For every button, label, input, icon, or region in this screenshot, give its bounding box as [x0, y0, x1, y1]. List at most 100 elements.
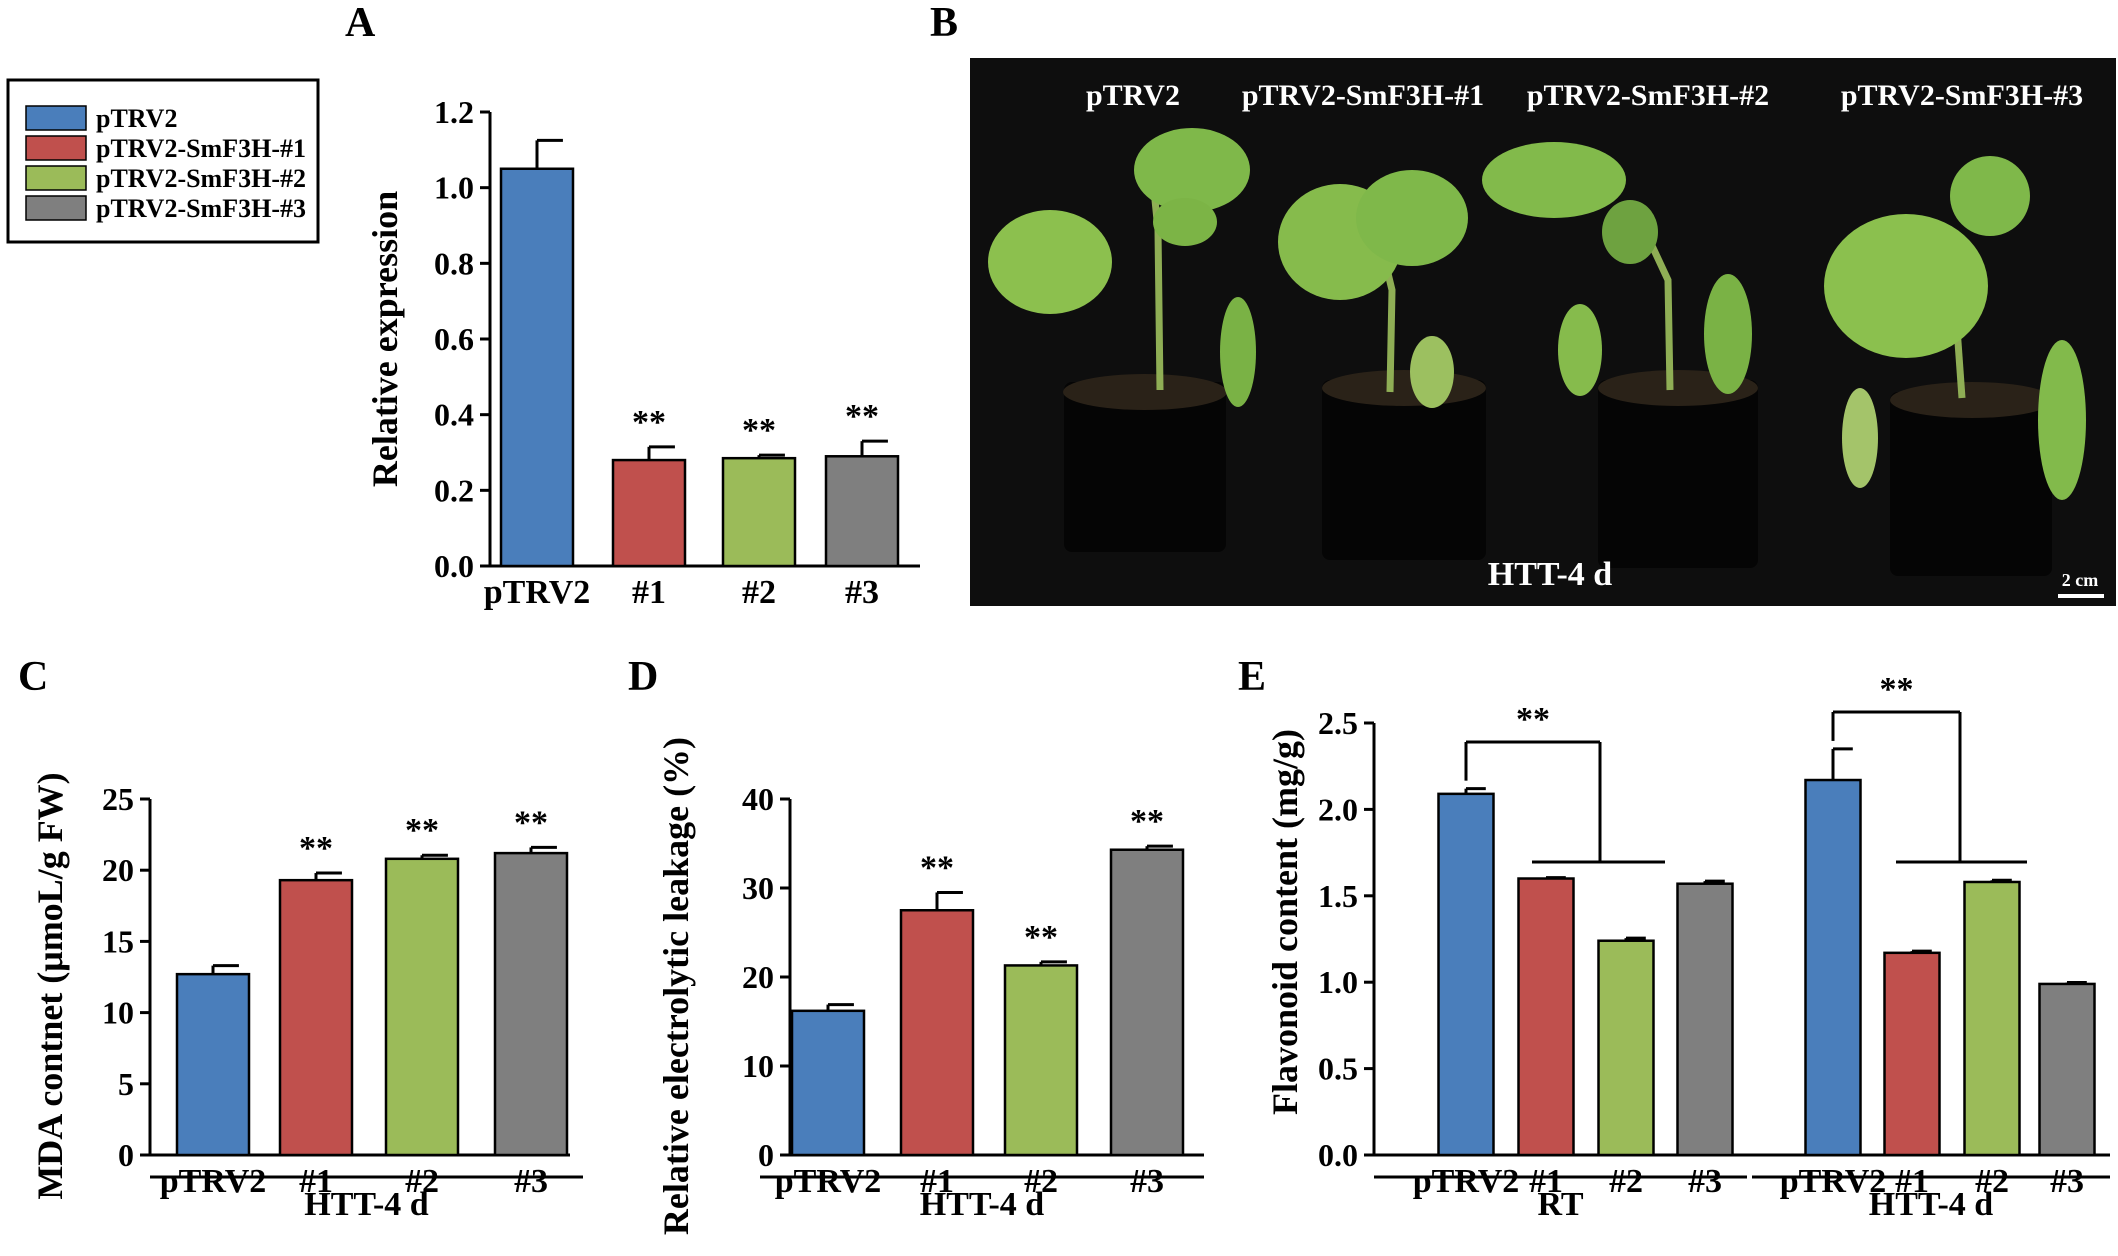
significance-marker: ** [845, 398, 879, 435]
y-tick-label: 20 [742, 959, 774, 995]
y-axis-label: Flavonoid content (mg/g) [1265, 729, 1305, 1115]
significance-marker: ** [742, 412, 776, 449]
y-tick-label: 5 [118, 1066, 134, 1102]
legend-item: pTRV2-SmF3H-#3 [25, 194, 306, 223]
legend-item: pTRV2-SmF3H-#2 [25, 164, 306, 193]
panel-letter-a: A [345, 0, 376, 46]
x-tick-label: #1 [920, 1163, 954, 1200]
y-tick-label: 0 [118, 1137, 134, 1173]
bar [790, 1009, 866, 1157]
bar [1003, 964, 1079, 1157]
significance-marker: ** [920, 849, 954, 886]
x-tick-label: pTRV2 [1780, 1163, 1887, 1200]
legend-label: pTRV2-SmF3H-#3 [96, 194, 306, 223]
bar [721, 456, 797, 568]
panel-b-photo: B [930, 0, 2116, 606]
y-tick-label: 2.0 [1318, 791, 1358, 827]
x-tick-label: #3 [514, 1163, 548, 1200]
photo-condition-label: HTT-4 d [1488, 556, 1613, 593]
y-axis-label: Relative electrolytic leakage (%) [656, 737, 696, 1235]
x-tick-label: #1 [1529, 1163, 1563, 1200]
group-label: HTT-4 d [304, 1186, 429, 1223]
x-tick-label: pTRV2 [1413, 1163, 1520, 1200]
photo-label: pTRV2-SmF3H-#1 [1242, 79, 1484, 112]
bar [611, 458, 687, 568]
y-axis-label: Relative expression [365, 191, 405, 487]
panel-letter-c: C [18, 654, 48, 700]
y-tick-label: 20 [102, 852, 134, 888]
scale-bar-label: 2 cm [2062, 570, 2098, 590]
y-tick-label: 15 [102, 923, 134, 959]
significance-marker: ** [1516, 701, 1550, 738]
y-tick-label: 0.4 [434, 397, 474, 433]
bar [1109, 848, 1185, 1157]
y-tick-label: 0.2 [434, 472, 474, 508]
panel-e-chart: E 0.0 0.5 1.0 1.5 2.0 2.5 Flavonoid content (mg… [1238, 654, 2110, 1223]
bar [493, 851, 569, 1157]
x-tick-label: #1 [1895, 1163, 1929, 1200]
y-tick-label: 0.5 [1318, 1051, 1358, 1087]
significance-marker: ** [1024, 919, 1058, 956]
legend: pTRV2 pTRV2-SmF3H-#1 pTRV2-SmF3H-#2 pTRV… [6, 78, 320, 244]
bar [2038, 982, 2096, 1157]
significance-marker: ** [405, 812, 439, 849]
bar [1883, 951, 1941, 1157]
photo-label: pTRV2-SmF3H-#3 [1841, 79, 2083, 112]
panel-letter-b: B [930, 0, 958, 46]
legend-label: pTRV2-SmF3H-#2 [96, 164, 306, 193]
panel-letter-e: E [1238, 654, 1266, 700]
bar [824, 455, 900, 568]
x-tick-label: #1 [632, 574, 666, 611]
significance-marker: ** [299, 830, 333, 867]
plant-image [988, 128, 2086, 576]
y-tick-label: 40 [742, 781, 774, 817]
bar [175, 972, 251, 1157]
y-tick-label: 0.0 [434, 548, 474, 584]
photo-label: pTRV2-SmF3H-#2 [1527, 79, 1769, 112]
y-tick-label: 10 [742, 1048, 774, 1084]
x-tick-label: #2 [405, 1163, 439, 1200]
significance-marker: ** [514, 804, 548, 841]
bar [1597, 939, 1655, 1157]
y-tick-label: 0 [758, 1137, 774, 1173]
x-tick-label: pTRV2 [484, 574, 591, 611]
significance-marker: ** [1130, 803, 1164, 840]
y-tick-label: 10 [102, 995, 134, 1031]
bar [1676, 882, 1734, 1157]
x-tick-label: #2 [1609, 1163, 1643, 1200]
x-tick-label: #3 [2050, 1163, 2084, 1200]
legend-swatch [25, 195, 87, 221]
x-tick-label: #2 [742, 574, 776, 611]
group-label: HTT-4 d [1869, 1186, 1994, 1223]
x-tick-label: #3 [1688, 1163, 1722, 1200]
legend-swatch [25, 105, 87, 131]
legend-label: pTRV2-SmF3H-#1 [96, 134, 306, 163]
panel-letter-d: D [628, 654, 658, 700]
bar [1437, 792, 1495, 1157]
y-tick-label: 25 [102, 781, 134, 817]
legend-swatch [25, 165, 87, 191]
x-tick-label: #2 [1024, 1163, 1058, 1200]
bar [1963, 880, 2021, 1157]
y-tick-label: 30 [742, 870, 774, 906]
legend-label: pTRV2 [96, 104, 177, 133]
bar [499, 167, 575, 568]
y-tick-label: 0.6 [434, 321, 474, 357]
bar [278, 878, 354, 1157]
group-label: RT [1537, 1186, 1583, 1223]
bar [384, 857, 460, 1157]
y-tick-label: 0.0 [1318, 1137, 1358, 1173]
legend-item: pTRV2-SmF3H-#1 [25, 134, 306, 163]
x-tick-label: pTRV2 [775, 1163, 882, 1200]
y-tick-label: 2.5 [1318, 705, 1358, 741]
bar [1804, 778, 1862, 1157]
bar [1517, 877, 1575, 1157]
y-tick-label: 0.8 [434, 245, 474, 281]
significance-marker: ** [1880, 671, 1914, 708]
y-tick-label: 1.2 [434, 94, 474, 130]
bar [899, 909, 975, 1157]
panel-d-chart: D 0 10 20 30 40 Relative electrolytic leakage … [628, 654, 1204, 1235]
legend-swatch [25, 135, 87, 161]
significance-marker: ** [632, 404, 666, 441]
